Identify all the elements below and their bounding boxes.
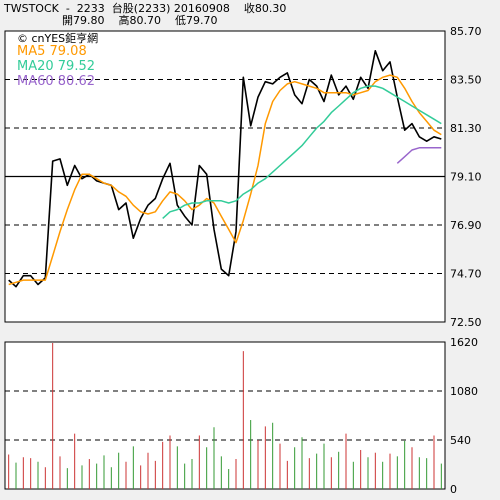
y-tick-label: 76.90 xyxy=(450,219,482,232)
y-tick-label: 83.50 xyxy=(450,74,482,87)
chart-header-quote: TWSTOCK - 2233 台股(2233) 20160908 收80.30 xyxy=(4,2,287,15)
volume-plot-area xyxy=(4,341,446,490)
y-tick-label: 85.70 xyxy=(450,25,482,38)
chart-credit: © cnYES鉅亨網 xyxy=(17,32,99,45)
volume-axis: 1620 1080 540 0 xyxy=(450,336,478,496)
y-tick-label: 81.30 xyxy=(450,122,482,135)
y-tick-label: 79.10 xyxy=(450,171,482,184)
volume-bars xyxy=(8,343,442,489)
volume-panel: 1620 1080 540 0 xyxy=(4,336,478,496)
price-panel: 85.70 83.50 81.30 79.10 76.90 74.70 72.50 xyxy=(4,25,482,329)
chart-header-ohl: 開79.80 高80.70 低79.70 xyxy=(62,14,218,27)
volume-tick-label: 1620 xyxy=(450,336,478,349)
moving-average-line xyxy=(396,147,442,164)
volume-tick-label: 540 xyxy=(450,434,471,447)
legend-ma20: MA20 79.52 xyxy=(17,59,95,74)
moving-average-line xyxy=(8,74,442,286)
moving-average-line xyxy=(162,85,442,219)
y-tick-label: 74.70 xyxy=(450,268,482,281)
price-series xyxy=(8,50,442,288)
legend-ma60: MA60 80.62 xyxy=(17,74,95,89)
price-axis: 85.70 83.50 81.30 79.10 76.90 74.70 72.50 xyxy=(450,25,482,329)
y-tick-label: 72.50 xyxy=(450,316,482,329)
legend-ma5: MA5 79.08 xyxy=(17,44,87,59)
volume-tick-label: 1080 xyxy=(450,385,478,398)
price-grid xyxy=(5,79,445,274)
volume-tick-label: 0 xyxy=(450,483,457,496)
volume-grid xyxy=(5,390,445,441)
